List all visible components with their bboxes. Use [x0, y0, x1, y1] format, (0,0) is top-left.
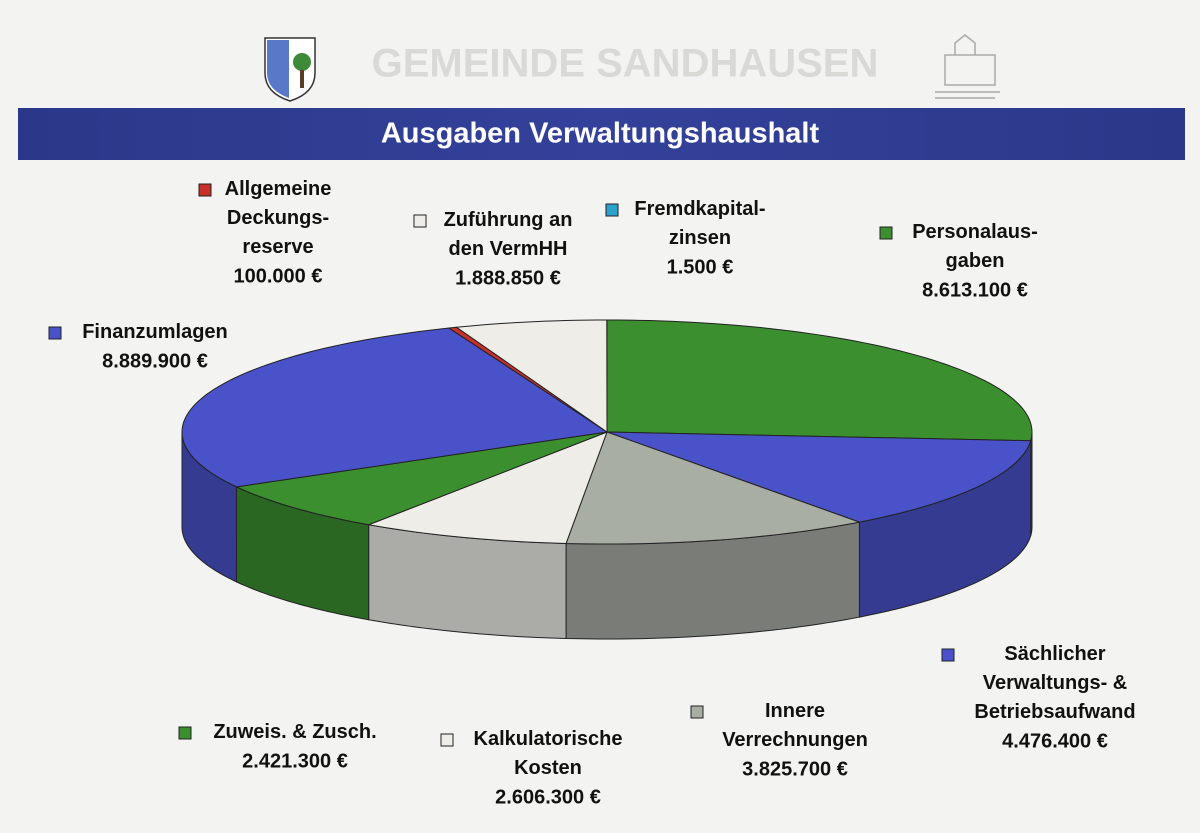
category-label: Personalaus-gaben [912, 221, 1038, 272]
value-label: 1.500 € [667, 256, 734, 278]
value-label: 2.421.300 € [242, 750, 348, 772]
legend-marker [440, 733, 454, 747]
crest-logo [264, 37, 316, 102]
header-title: GEMEINDE SANDHAUSEN [372, 42, 879, 86]
pie-slice [366, 431, 608, 544]
legend-marker [941, 648, 955, 662]
legend-marker [48, 326, 62, 340]
church-logo [935, 34, 1000, 99]
pie [181, 319, 1033, 640]
category-label: Sächlicher Verwaltungs- & Betriebsaufwand [974, 643, 1135, 723]
value-label: 4.476.400 € [1002, 730, 1108, 752]
legend-marker [178, 726, 192, 740]
value-label: 3.825.700 € [742, 758, 848, 780]
value-label: 2.606.300 € [495, 786, 601, 808]
category-label: Innere Verrechnungen [722, 700, 868, 751]
legend-marker [879, 226, 893, 240]
value-label: 8.613.100 € [922, 279, 1028, 301]
category-label: Fremdkapital-zinsen [634, 198, 765, 249]
value-label: 100.000 € [234, 265, 323, 287]
legend-marker [605, 203, 619, 217]
title-banner [18, 108, 1185, 160]
category-label: Finanzumlagen [82, 321, 228, 343]
category-label: Allgemeine Deckungs-reserve [225, 178, 332, 258]
category-label: Kalkulatorische Kosten [474, 728, 623, 779]
labels: Personalaus-gaben 8.613.100 € Sächlicher Ve… [48, 178, 1136, 808]
pie-slice [606, 431, 1032, 523]
legend-marker [413, 214, 427, 228]
value-label: 8.889.900 € [102, 350, 208, 372]
legend-marker [198, 183, 212, 197]
pie-slice [606, 319, 1033, 442]
pie-slice [565, 431, 862, 545]
pie-slice [455, 319, 608, 433]
category-label: Zuführung an den VermHH [444, 209, 573, 260]
category-label: Zuweis. & Zusch. [213, 721, 376, 743]
pie-slice [181, 327, 609, 488]
legend-marker [690, 705, 704, 719]
value-label: 1.888.850 € [455, 267, 561, 289]
pie-slice [234, 431, 608, 526]
chart-title: Ausgaben Verwaltungshaushalt [381, 118, 820, 150]
